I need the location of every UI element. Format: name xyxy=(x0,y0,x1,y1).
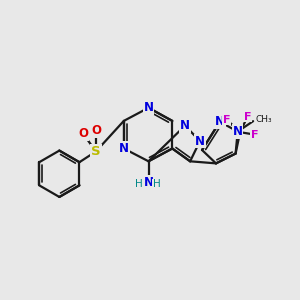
Text: N: N xyxy=(143,101,154,114)
Text: N: N xyxy=(119,142,129,155)
Text: N: N xyxy=(180,119,190,132)
Text: S: S xyxy=(91,145,101,158)
Text: N: N xyxy=(195,135,205,148)
Text: F: F xyxy=(244,112,251,122)
Text: H: H xyxy=(135,179,143,189)
Text: N: N xyxy=(143,176,154,189)
Text: H: H xyxy=(153,179,161,189)
Text: CH₃: CH₃ xyxy=(256,115,272,124)
Text: N: N xyxy=(215,115,225,128)
Text: O: O xyxy=(78,127,88,140)
Text: F: F xyxy=(223,115,230,125)
Text: O: O xyxy=(91,124,101,137)
Text: F: F xyxy=(250,130,258,140)
Text: N: N xyxy=(233,125,243,138)
